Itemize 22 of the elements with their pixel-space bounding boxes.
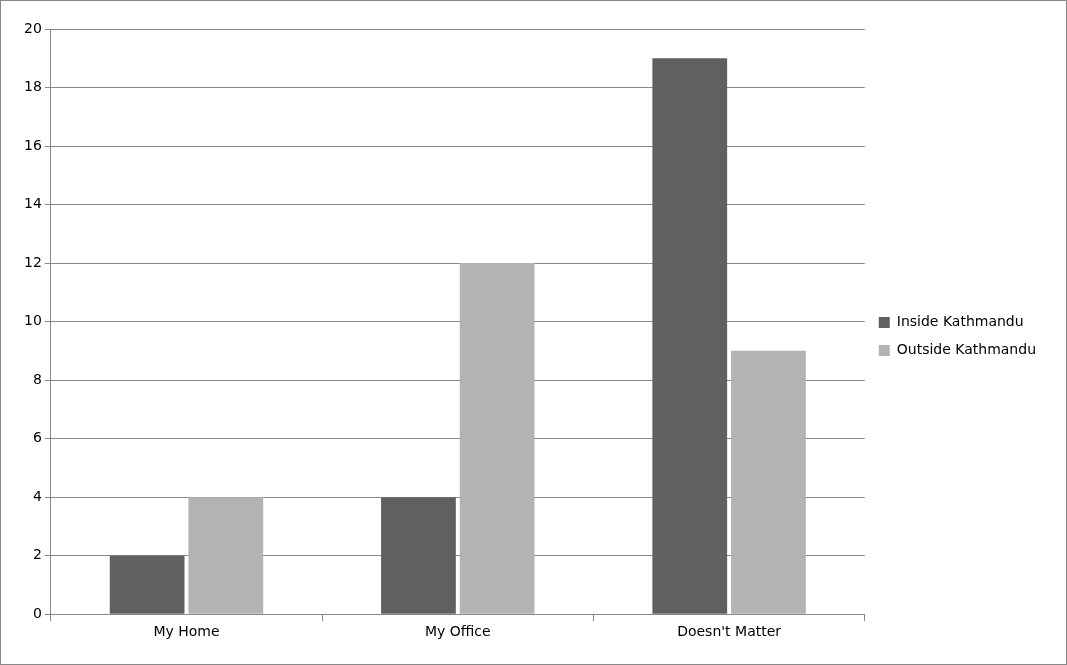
- legend-label: Outside Kathmandu: [896, 341, 1037, 358]
- bar: [652, 58, 728, 614]
- bar: [109, 555, 185, 614]
- y-tick-label: 18: [23, 78, 42, 95]
- legend-label: Inside Kathmandu: [896, 313, 1024, 330]
- bar: [188, 497, 264, 614]
- y-tick-label: 0: [32, 604, 42, 621]
- y-tick-label: 4: [32, 487, 42, 504]
- y-tick-label: 20: [23, 19, 42, 36]
- y-tick-label: 14: [23, 195, 42, 212]
- y-tick-label: 16: [23, 136, 42, 153]
- bar: [459, 263, 535, 614]
- y-tick-label: 10: [23, 312, 42, 329]
- bar: [381, 497, 456, 614]
- y-tick-label: 12: [23, 253, 42, 270]
- x-tick-label: My Home: [153, 623, 220, 640]
- bar: [731, 350, 806, 614]
- y-tick-label: 2: [32, 546, 42, 563]
- x-tick-label: Doesn't Matter: [677, 623, 782, 640]
- y-tick-label: 8: [32, 370, 42, 387]
- x-tick-label: My Office: [424, 623, 491, 640]
- y-tick-label: 6: [32, 429, 42, 446]
